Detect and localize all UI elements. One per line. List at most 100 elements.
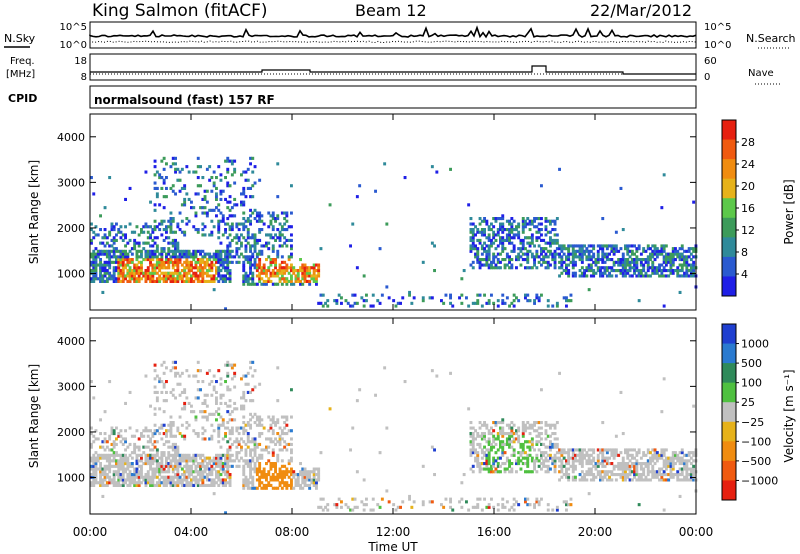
heatmap-cell [201, 249, 205, 253]
heatmap-cell [242, 426, 246, 430]
heatmap-cell [269, 423, 273, 427]
heatmap-cell [301, 263, 305, 267]
heatmap-cell [226, 181, 230, 185]
heatmap-cell [303, 481, 307, 485]
heatmap-cell [658, 269, 661, 273]
heatmap-cell [158, 269, 162, 273]
heatmap-cell [103, 249, 107, 253]
heatmap-cell [149, 404, 152, 408]
heatmap-cell [258, 456, 262, 460]
heatmap-cell [219, 481, 223, 485]
heatmap-cell [226, 277, 230, 281]
heatmap-cell [249, 475, 252, 479]
heatmap-cell [624, 478, 627, 482]
heatmap-cell [169, 228, 173, 232]
heatmap-cell [492, 445, 496, 449]
heatmap-cell [612, 473, 616, 477]
heatmap-cell [269, 236, 273, 240]
heatmap-cell [610, 249, 614, 253]
heatmap-cell [653, 456, 657, 460]
heatmap-cell [119, 467, 123, 471]
heatmap-cell [249, 399, 252, 403]
heatmap-cell [153, 263, 157, 267]
heatmap-cell [612, 269, 616, 273]
heatmap-cell [169, 481, 173, 485]
heatmap-cell [546, 249, 550, 253]
heatmap-cell [574, 263, 577, 267]
heatmap-cell [653, 462, 657, 466]
heatmap-cell [530, 266, 534, 270]
heatmap-cell [133, 266, 137, 270]
heatmap-cell [524, 456, 527, 460]
heatmap-cell [119, 478, 123, 482]
heatmap-cell [196, 277, 200, 281]
heatmap-cell [403, 176, 407, 180]
heatmap-cell [242, 170, 246, 174]
heatmap-cell [233, 440, 237, 444]
heatmap-cell [651, 252, 655, 256]
heatmap-cell [187, 269, 191, 273]
heatmap-cell [526, 462, 530, 466]
heatmap-cell [224, 159, 227, 163]
heatmap-cell [571, 252, 575, 256]
heatmap-cell [553, 442, 557, 446]
heatmap-cell [508, 255, 511, 259]
xtick-label: 16:00 [477, 525, 512, 539]
heatmap-cell [180, 167, 184, 171]
heatmap-cell [585, 274, 589, 278]
heatmap-cell [628, 255, 632, 259]
colorbar-tick-label: 100 [741, 377, 762, 390]
heatmap-cell [99, 214, 102, 218]
heatmap-cell [103, 483, 107, 487]
heatmap-cell [496, 260, 500, 264]
heatmap-cell [301, 475, 305, 479]
heatmap-cell [203, 437, 207, 441]
heatmap-cell [140, 252, 143, 256]
heatmap-cell [585, 473, 589, 477]
heatmap-cell [137, 448, 141, 452]
heatmap-cell [558, 167, 561, 171]
heatmap-cell [162, 274, 166, 278]
heatmap-cell [380, 497, 384, 501]
heatmap-cell [158, 260, 162, 264]
colorbar-tick-label: 24 [741, 158, 755, 171]
heatmap-cell [119, 456, 123, 460]
heatmap-cell [119, 225, 123, 229]
heatmap-cell [255, 423, 259, 427]
heatmap-cell [510, 263, 514, 267]
heatmap-cell [587, 470, 591, 474]
heatmap-cell [244, 448, 248, 452]
heatmap-cell [146, 453, 150, 457]
heatmap-cell [296, 481, 300, 485]
heatmap-cell [562, 448, 566, 452]
heatmap-cell [669, 456, 673, 460]
heatmap-cell [644, 462, 648, 466]
heatmap-cell [290, 429, 293, 433]
heatmap-cell [469, 434, 473, 438]
heatmap-cell [508, 459, 511, 463]
heatmap-cell [671, 255, 675, 259]
heatmap-cell [160, 363, 164, 367]
heatmap-cell [171, 260, 175, 264]
xtick-label: 20:00 [578, 525, 613, 539]
heatmap-cell [151, 274, 155, 278]
heatmap-cell [196, 432, 200, 436]
heatmap-cell [258, 263, 262, 267]
heatmap-cell [219, 467, 223, 471]
heatmap-cell [603, 244, 607, 248]
heatmap-cell [185, 453, 189, 457]
heatmap-cell [510, 429, 514, 433]
heatmap-cell [612, 252, 616, 256]
heatmap-cell [258, 434, 262, 438]
heatmap-cell [469, 230, 473, 234]
heatmap-cell [205, 189, 209, 193]
heatmap-cell [553, 462, 557, 466]
heatmap-cell [215, 214, 218, 218]
heatmap-cell [249, 459, 252, 463]
heatmap-cell [210, 464, 214, 468]
heatmap-cell [501, 293, 505, 297]
heatmap-cell [371, 293, 375, 297]
heatmap-cell [165, 429, 168, 433]
heatmap-cell [535, 296, 539, 300]
heatmap-cell [308, 282, 312, 286]
